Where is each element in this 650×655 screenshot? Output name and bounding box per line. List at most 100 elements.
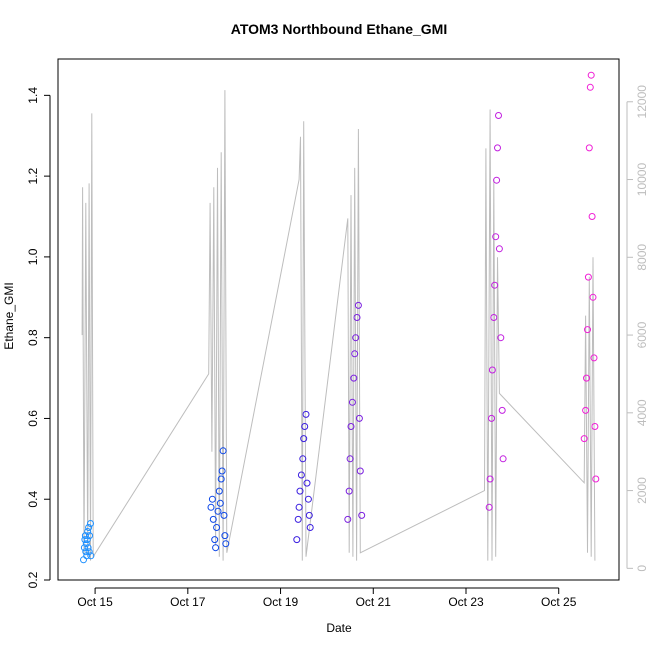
data-point [85,548,93,556]
y2-tick-label: 6000 [635,321,649,348]
data-point [344,515,352,523]
data-point [214,507,222,515]
data-point [83,536,91,544]
data-point [213,524,221,531]
y-tick-label: 0.8 [26,329,40,346]
data-point [585,144,593,152]
data-point [346,455,354,463]
data-point [209,515,217,523]
data-point [87,520,94,527]
y-tick-label: 0.2 [26,571,40,588]
data-point [207,503,215,511]
data-point [345,487,353,495]
data-point [351,350,359,358]
data-point [81,532,89,540]
x-tick-label: Oct 21 [356,595,392,609]
data-point [217,475,225,483]
data-point [294,515,302,523]
y2-tick-label: 12000 [635,85,649,119]
data-point [218,467,226,475]
y-tick-label: 1.4 [26,87,40,104]
data-point [358,511,366,519]
y-axis-label: Ethane_GMI [2,282,16,349]
data-point [354,301,362,309]
data-point [488,414,495,422]
data-point [211,536,219,544]
data-point [588,213,596,220]
y-tick-label: 0.6 [26,410,40,427]
data-point [301,423,309,430]
data-point [84,544,92,552]
data-point [305,511,313,519]
data-point [348,398,356,406]
data-point [356,467,364,475]
data-point [216,499,224,507]
data-point [492,233,500,241]
y-tick-label: 0.4 [26,491,40,508]
data-point [584,273,592,281]
data-point [82,540,90,548]
data-point [82,548,90,556]
data-point [586,83,594,91]
data-point [498,406,506,414]
data-point [296,487,304,495]
data-point [219,447,227,455]
data-point [302,410,310,418]
data-point [495,245,503,253]
data-point [299,455,307,463]
altitude-layer [81,90,596,561]
point-layer [80,71,600,564]
data-point [221,532,229,540]
data-point [499,455,507,463]
data-point [208,495,216,503]
data-point [589,293,597,301]
data-point [220,511,228,519]
data-point [300,435,308,443]
data-point [355,414,363,422]
data-point [87,552,95,560]
data-point [486,475,494,483]
data-point [584,326,591,334]
y2-tick-label: 2000 [635,477,649,504]
data-point [303,479,311,487]
data-point [488,366,496,374]
altitude-line [81,90,596,561]
data-point [495,112,502,119]
y2-tick-label: 0 [635,565,649,572]
data-point [485,503,493,511]
data-point [491,281,499,289]
y-tick-label: 1.0 [26,248,40,265]
data-point [587,71,595,79]
data-point [497,334,505,342]
data-point [352,334,360,342]
data-point [591,423,599,430]
data-point [580,435,588,443]
data-point [350,374,358,382]
data-point [84,528,92,535]
data-point [215,487,223,495]
y2-tick-label: 4000 [635,399,649,426]
data-point [86,532,93,540]
x-tick-label: Oct 17 [170,595,206,609]
x-tick-label: Oct 19 [263,595,299,609]
chart-title: ATOM3 Northbound Ethane_GMI [231,21,447,37]
x-tick-label: Oct 15 [77,595,113,609]
data-point [590,354,598,362]
x-axis-label: Date [326,621,352,635]
data-point [490,314,498,321]
data-point [293,536,301,544]
data-point [80,556,87,564]
data-point [347,423,355,430]
data-point [212,544,220,552]
data-point [583,374,590,382]
y2-tick-label: 8000 [635,244,649,271]
data-point [81,536,89,544]
y-tick-label: 1.2 [26,167,40,184]
plot-frame [57,58,620,581]
x-tick-label: Oct 25 [541,595,577,609]
data-point [306,524,314,531]
data-point [85,524,93,531]
y2-tick-label: 10000 [635,163,649,197]
